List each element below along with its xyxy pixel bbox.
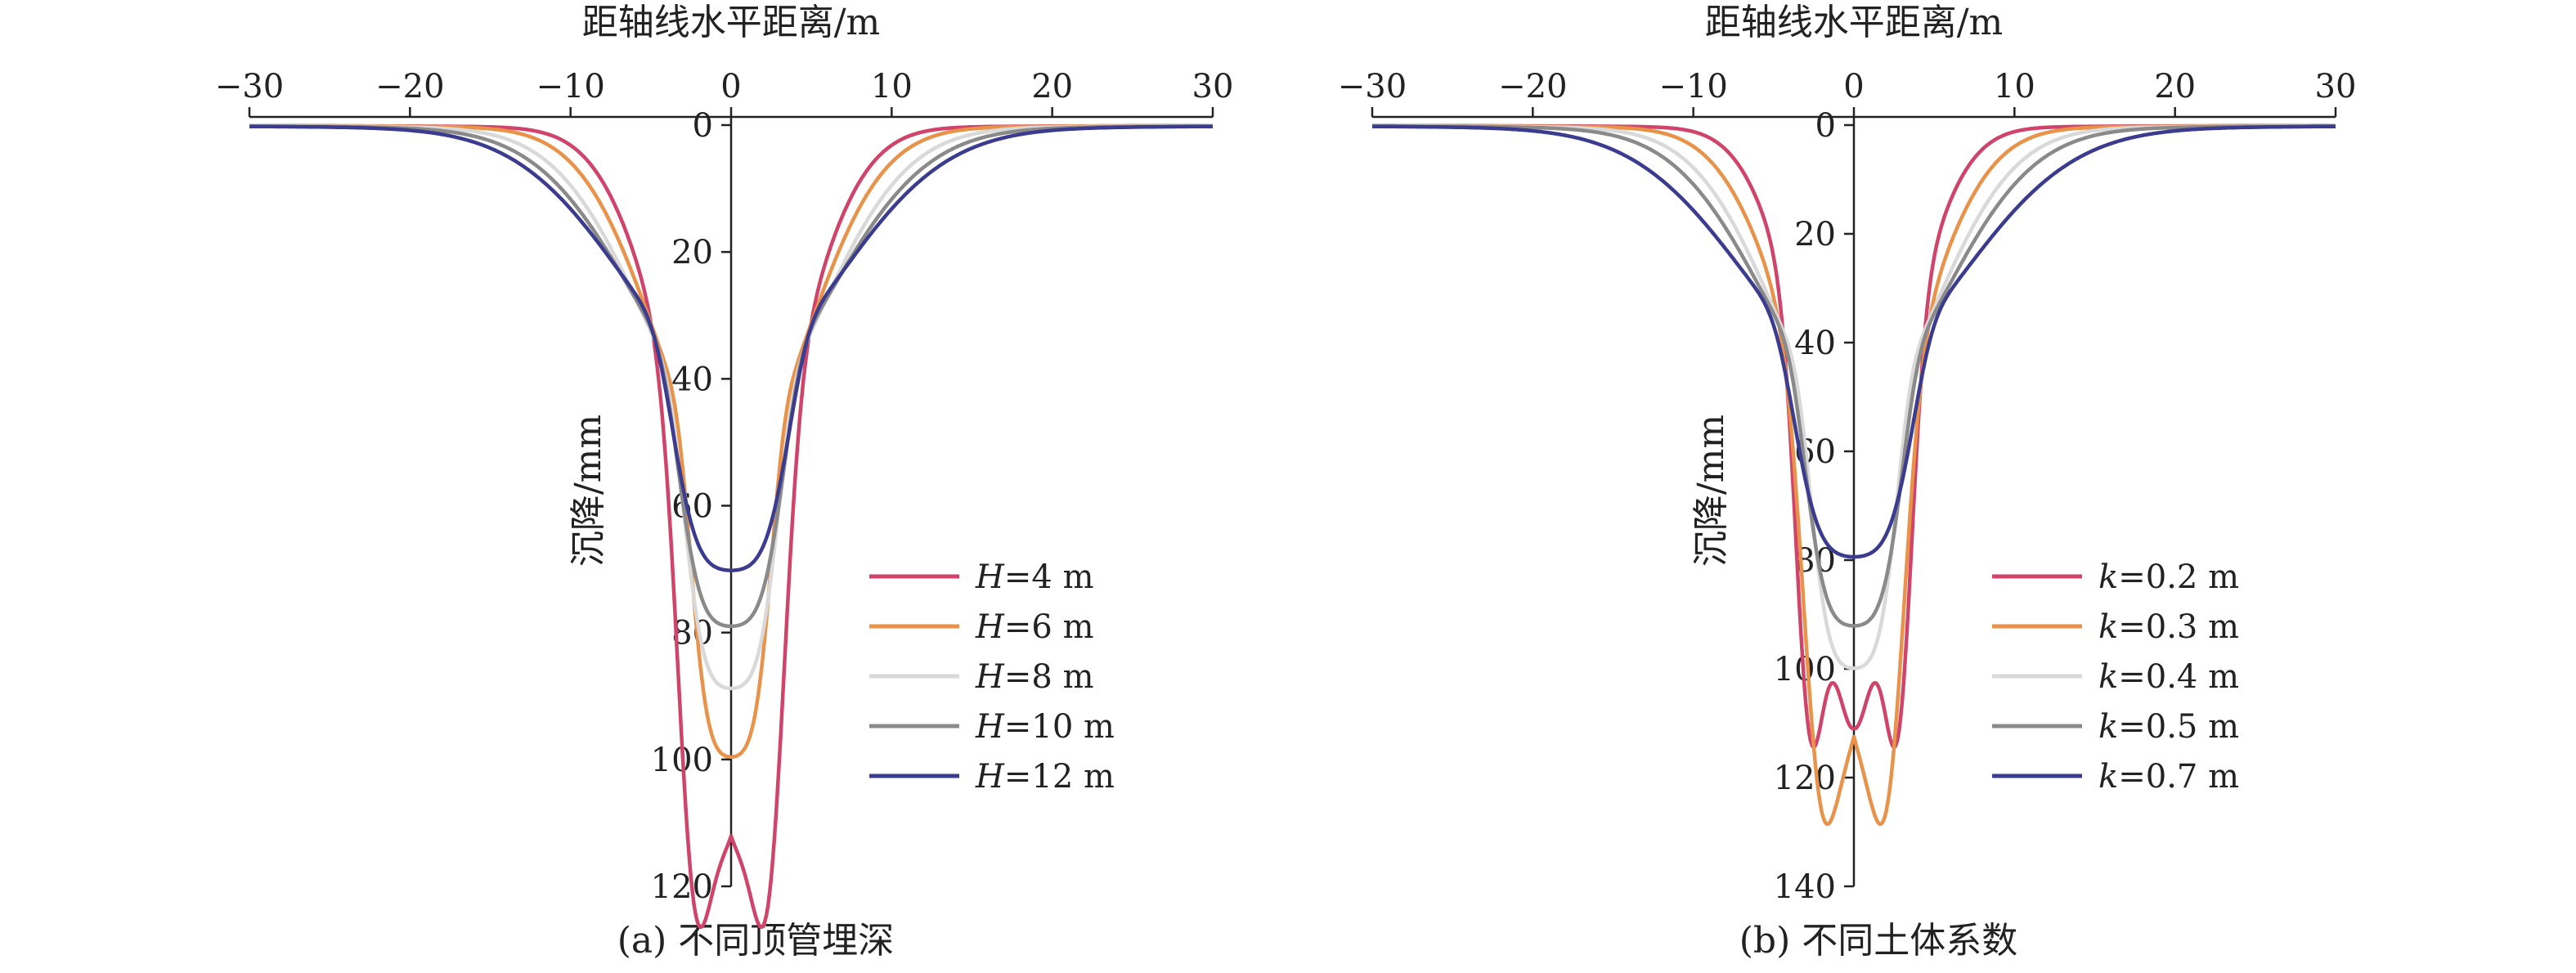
y-tick-label: 20: [1794, 216, 1836, 253]
x-axis-title: 距轴线水平距离/m: [1705, 2, 2004, 43]
x-tick-label: −20: [375, 68, 444, 105]
series-line-5: [1371, 124, 2336, 559]
legend-label: H=6 m: [975, 608, 1094, 646]
legend-label: H=12 m: [975, 758, 1115, 796]
y-tick-label: 60: [671, 488, 713, 526]
x-tick-label: 0: [1843, 68, 1864, 105]
chart-panel-2: −30 −20 −10 0 10 20 30020406080100120140距轴线水平距…: [1338, 2, 2357, 962]
series-line-4: [1371, 124, 2336, 628]
legend-label: k=0.7 m: [2098, 758, 2239, 796]
legend-label: k=0.5 m: [2098, 708, 2239, 746]
legend-label: H=10 m: [975, 708, 1115, 746]
y-tick-label: 0: [1815, 107, 1836, 145]
x-tick-label: 10: [1994, 68, 2035, 105]
x-tick-label: 20: [2154, 68, 2196, 105]
y-axis-title: 沉降/mm: [568, 415, 609, 567]
x-tick-label: −10: [536, 68, 604, 105]
x-tick-label: 10: [871, 68, 913, 105]
legend-label: k=0.4 m: [2098, 658, 2239, 696]
x-tick-label: 0: [720, 68, 741, 105]
x-tick-label: −30: [215, 68, 284, 105]
y-tick-label: 40: [1794, 325, 1836, 362]
x-tick-label: 30: [1192, 68, 1234, 105]
y-axis-title: 沉降/mm: [1690, 415, 1732, 567]
y-tick-label: 140: [1774, 868, 1836, 906]
x-tick-label: −20: [1498, 68, 1567, 105]
x-tick-label: 30: [2315, 68, 2357, 105]
legend-label: H=4 m: [975, 558, 1094, 596]
x-tick-label: 20: [1031, 68, 1073, 105]
legend-label: k=0.3 m: [2098, 608, 2239, 646]
legend-label: H=8 m: [975, 658, 1094, 696]
y-tick-label: 0: [693, 107, 713, 145]
y-tick-label: 20: [671, 234, 713, 271]
x-tick-label: −10: [1658, 68, 1727, 105]
legend-label: k=0.2 m: [2098, 558, 2239, 596]
x-axis-title: 距轴线水平距离/m: [582, 2, 881, 43]
y-tick-label: 120: [1774, 760, 1836, 797]
y-tick-label: 120: [651, 868, 713, 906]
panel-caption: (a) 不同顶管埋深: [617, 920, 895, 962]
chart-panel-1: −30 −20 −10 0 10 20 30020406080100120距轴线水平距离/m…: [215, 2, 1234, 962]
x-tick-label: −30: [1338, 68, 1407, 105]
panel-caption: (b) 不同土体系数: [1739, 920, 2017, 962]
y-tick-label: 40: [671, 361, 713, 398]
series-line-4: [249, 124, 1214, 629]
series-line-5: [249, 124, 1214, 572]
